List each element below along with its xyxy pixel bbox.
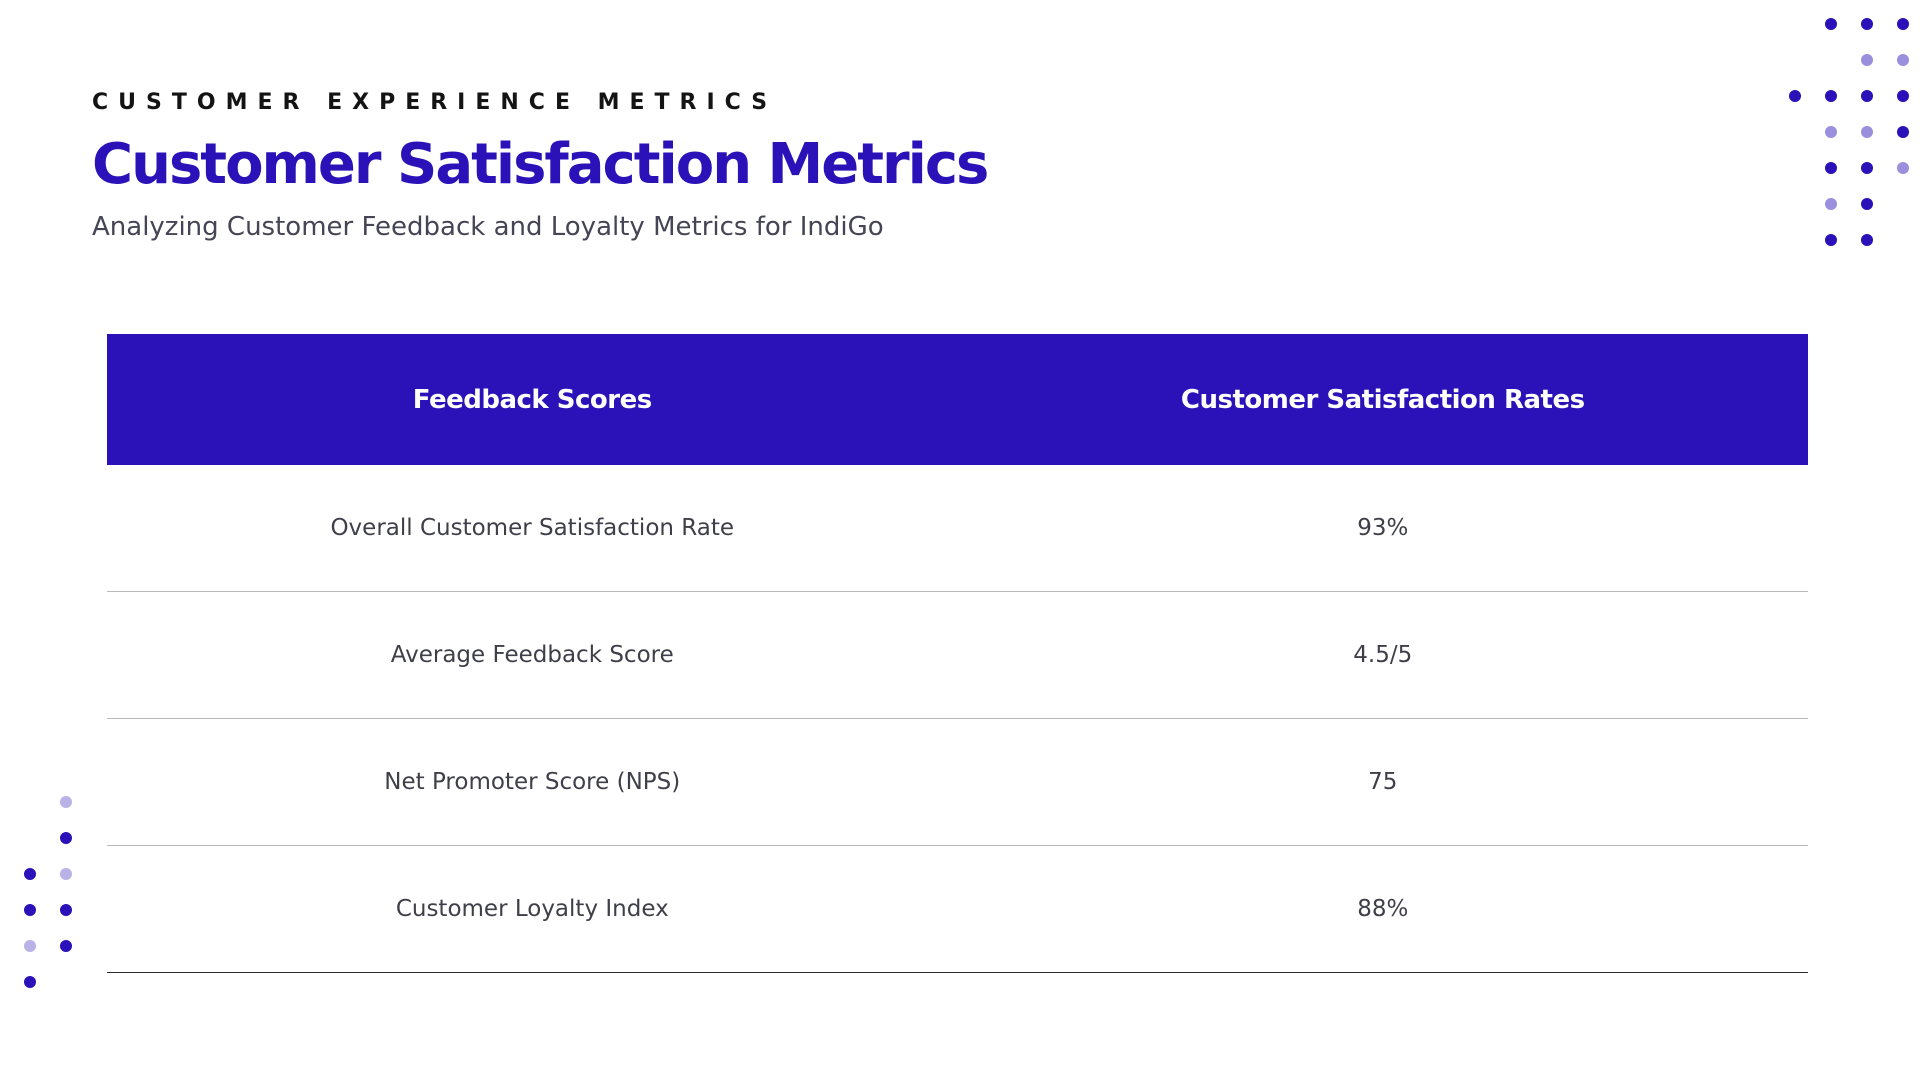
decorative-dot (1825, 90, 1837, 102)
metric-value-cell: 75 (957, 718, 1808, 846)
decorative-dot (1861, 234, 1873, 246)
decorative-dot (1861, 54, 1873, 66)
decorative-dot (24, 940, 36, 952)
decorative-dot (1789, 90, 1801, 102)
table-row: Overall Customer Satisfaction Rate 93% (107, 465, 1808, 592)
page-title: Customer Satisfaction Metrics (92, 132, 989, 197)
decorative-dot (1897, 90, 1909, 102)
decorative-dot (1825, 162, 1837, 174)
metrics-table: Feedback Scores Customer Satisfaction Ra… (107, 334, 1808, 973)
decorative-dot (1897, 54, 1909, 66)
page-subtitle: Analyzing Customer Feedback and Loyalty … (92, 212, 884, 242)
decorative-dot (24, 976, 36, 988)
table-row: Average Feedback Score 4.5/5 (107, 591, 1808, 719)
decorative-dot (1861, 198, 1873, 210)
decorative-dot (60, 904, 72, 916)
decorative-dot (1861, 90, 1873, 102)
decorative-dot (1897, 126, 1909, 138)
decorative-dot (1861, 162, 1873, 174)
decorative-dot (24, 904, 36, 916)
decorative-dot (1825, 234, 1837, 246)
decorative-dot (1897, 18, 1909, 30)
eyebrow-label: CUSTOMER EXPERIENCE METRICS (92, 90, 778, 115)
column-header-feedback-scores: Feedback Scores (107, 334, 958, 465)
decorative-dot (60, 868, 72, 880)
decorative-dot (1861, 18, 1873, 30)
decorative-dot (24, 868, 36, 880)
metrics-table-container: Feedback Scores Customer Satisfaction Ra… (107, 334, 1808, 973)
slide-header: CUSTOMER EXPERIENCE METRICS Customer Sat… (92, 88, 989, 244)
decorative-dot (1825, 198, 1837, 210)
decorative-dot (1825, 18, 1837, 30)
metric-value-cell: 4.5/5 (957, 591, 1808, 719)
table-row: Customer Loyalty Index 88% (107, 845, 1808, 973)
decorative-dot (60, 796, 72, 808)
decorative-dot (1897, 162, 1909, 174)
metric-name-cell: Overall Customer Satisfaction Rate (107, 465, 958, 592)
decorative-dot (60, 940, 72, 952)
metric-name-cell: Customer Loyalty Index (107, 845, 958, 973)
decorative-dot (1861, 126, 1873, 138)
column-header-satisfaction-rates: Customer Satisfaction Rates (957, 334, 1808, 465)
metric-value-cell: 93% (957, 465, 1808, 592)
metric-name-cell: Net Promoter Score (NPS) (107, 718, 958, 846)
metric-name-cell: Average Feedback Score (107, 591, 958, 719)
decorative-dot (1825, 126, 1837, 138)
metric-value-cell: 88% (957, 845, 1808, 973)
decorative-dot (60, 832, 72, 844)
table-row: Net Promoter Score (NPS) 75 (107, 718, 1808, 846)
table-header-row: Feedback Scores Customer Satisfaction Ra… (107, 334, 1808, 465)
